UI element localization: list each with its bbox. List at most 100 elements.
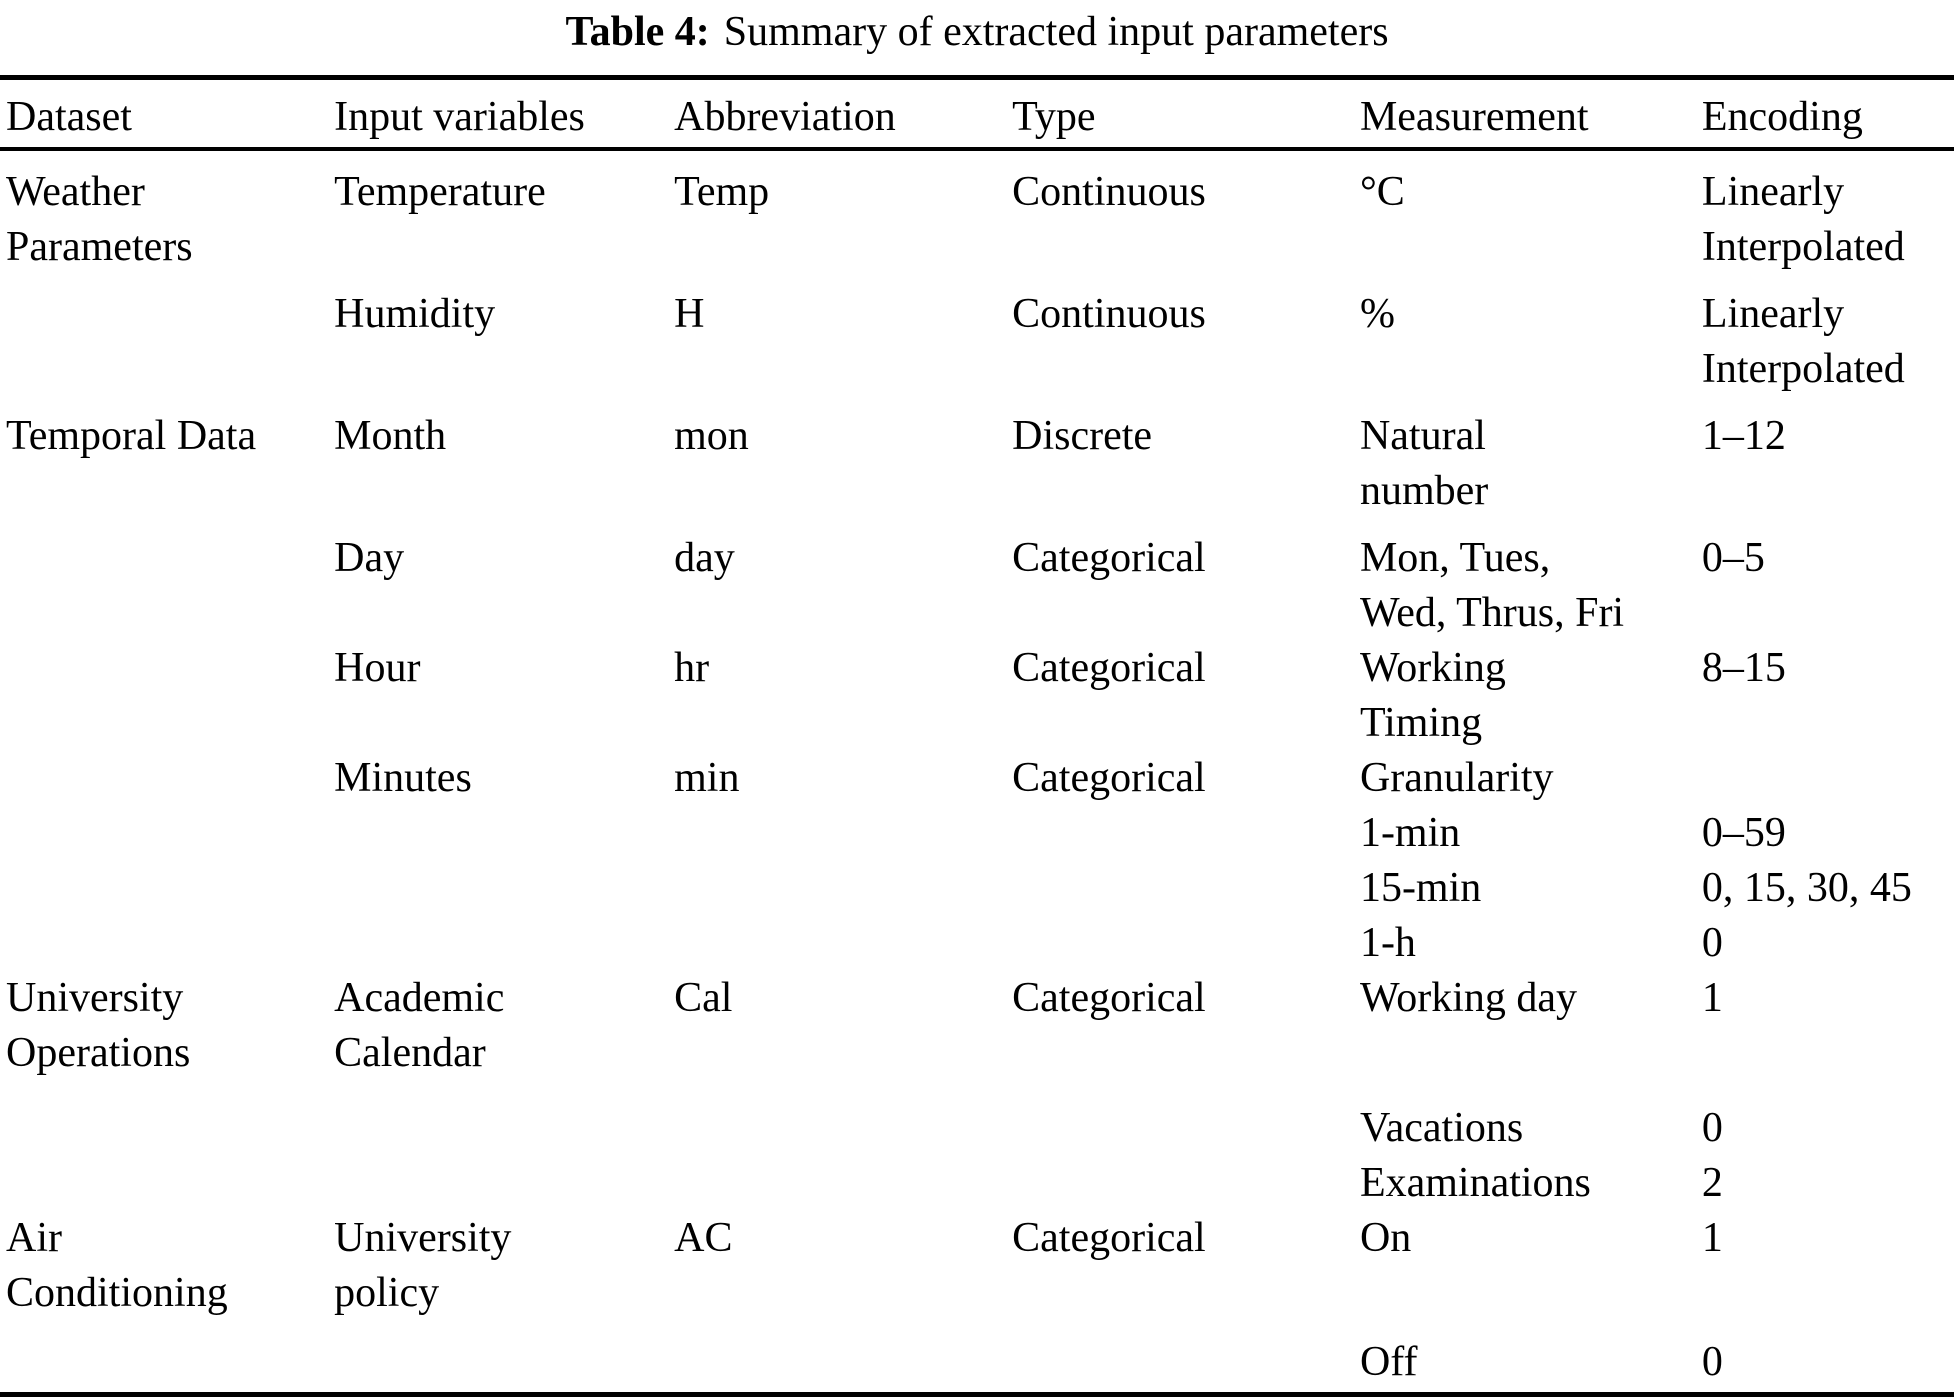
cell-variable: Minutes bbox=[334, 755, 472, 801]
cell-encoding bbox=[1702, 751, 1954, 806]
cell-measurement: Examinations bbox=[1359, 1160, 1591, 1206]
cell-variable bbox=[334, 1081, 674, 1156]
cell-encoding: 0–5 bbox=[1701, 535, 1765, 581]
cell-measurement: Working Timing bbox=[1359, 645, 1506, 746]
cell-encoding: 1–12 bbox=[1701, 413, 1786, 459]
header-dataset: Dataset bbox=[0, 77, 335, 151]
cell-abbreviation bbox=[674, 861, 1012, 916]
cell-variable bbox=[334, 1321, 674, 1395]
caption-title: Summary of extracted input parameters bbox=[723, 9, 1389, 55]
cell-variable bbox=[334, 916, 674, 971]
cell-variable: Academic Calendar bbox=[334, 975, 505, 1076]
cell-type: Categorical bbox=[1012, 535, 1206, 581]
cell-measurement: Mon, Tues, Wed, Thrus, Fri bbox=[1359, 535, 1625, 636]
cell-dataset bbox=[0, 1156, 334, 1211]
cell-variable: Temperature bbox=[334, 169, 546, 215]
cell-measurement: Natural number bbox=[1359, 413, 1489, 514]
table-row: Minutes min Categorical Granularity bbox=[0, 751, 1954, 806]
cell-dataset bbox=[0, 1321, 334, 1395]
cell-variable: Hour bbox=[334, 645, 421, 691]
cell-encoding: Linearly Interpolated bbox=[1701, 291, 1905, 392]
cell-encoding: 0 bbox=[1701, 920, 1723, 966]
cell-abbreviation: AC bbox=[674, 1215, 733, 1261]
table-row: Air Conditioning University policy AC Ca… bbox=[0, 1211, 1954, 1321]
cell-encoding: 8–15 bbox=[1701, 645, 1786, 691]
cell-type: Categorical bbox=[1012, 1215, 1206, 1261]
table-row: Examinations 2 bbox=[0, 1156, 1954, 1211]
cell-variable: Day bbox=[334, 535, 405, 581]
cell-type: Discrete bbox=[1012, 413, 1153, 459]
cell-measurement: % bbox=[1359, 291, 1395, 337]
cell-measurement: 15-min bbox=[1359, 865, 1482, 911]
cell-type: Categorical bbox=[1012, 645, 1206, 691]
cell-type: Categorical bbox=[1012, 975, 1206, 1021]
cell-variable bbox=[334, 1156, 674, 1211]
cell-abbreviation: min bbox=[674, 755, 740, 801]
cell-abbreviation: hr bbox=[674, 645, 710, 691]
cell-type bbox=[1012, 1156, 1360, 1211]
header-measurement: Measurement bbox=[1359, 77, 1702, 151]
cell-abbreviation: Temp bbox=[674, 169, 770, 215]
cell-type bbox=[1012, 1321, 1360, 1395]
header-encoding: Encoding bbox=[1701, 77, 1954, 151]
cell-abbreviation: mon bbox=[674, 413, 749, 459]
cell-encoding: 0, 15, 30, 45 bbox=[1701, 865, 1912, 911]
cell-dataset bbox=[0, 916, 334, 971]
table-row: Off 0 bbox=[0, 1321, 1954, 1395]
cell-measurement: Off bbox=[1359, 1339, 1418, 1385]
table-caption: Table 4: Summary of extracted input para… bbox=[0, 0, 1954, 75]
cell-dataset bbox=[0, 275, 334, 397]
cell-dataset bbox=[0, 1081, 334, 1156]
cell-measurement: °C bbox=[1359, 169, 1405, 215]
cell-type bbox=[1012, 806, 1360, 861]
table-row: Weather Parameters Temperature Temp Cont… bbox=[0, 149, 1954, 275]
table-row: 1-h 0 bbox=[0, 916, 1954, 971]
cell-abbreviation: day bbox=[674, 535, 735, 581]
table-row: University Operations Academic Calendar … bbox=[0, 971, 1954, 1081]
cell-encoding: 1 bbox=[1701, 1215, 1723, 1261]
cell-variable: University policy bbox=[334, 1215, 512, 1316]
cell-type: Continuous bbox=[1012, 291, 1206, 337]
cell-dataset bbox=[0, 641, 334, 751]
cell-type: Categorical bbox=[1012, 755, 1206, 801]
table-row: Humidity H Continuous % Linearly Interpo… bbox=[0, 275, 1954, 397]
data-table: Dataset Input variables Abbreviation Typ… bbox=[0, 75, 1954, 1397]
header-abbreviation: Abbreviation bbox=[674, 77, 1013, 151]
cell-encoding: 1 bbox=[1701, 975, 1723, 1021]
cell-measurement: 1-min bbox=[1359, 810, 1461, 856]
cell-measurement: Granularity bbox=[1359, 755, 1554, 801]
cell-abbreviation bbox=[674, 1081, 1012, 1156]
cell-encoding: 0 bbox=[1701, 1339, 1723, 1385]
table-row: Vacations 0 bbox=[0, 1081, 1954, 1156]
cell-encoding: 2 bbox=[1701, 1160, 1723, 1206]
table-row: Hour hr Categorical Working Timing 8–15 bbox=[0, 641, 1954, 751]
cell-dataset bbox=[0, 751, 334, 806]
cell-variable bbox=[334, 806, 674, 861]
cell-measurement: Vacations bbox=[1359, 1105, 1524, 1151]
table-row: 15-min 0, 15, 30, 45 bbox=[0, 861, 1954, 916]
cell-measurement: Working day bbox=[1359, 975, 1578, 1021]
caption-label: Table 4: bbox=[565, 9, 710, 55]
cell-dataset: Temporal Data bbox=[6, 413, 257, 459]
header-input-variables: Input variables bbox=[334, 77, 675, 151]
table-row: Day day Categorical Mon, Tues, Wed, Thru… bbox=[0, 519, 1954, 641]
cell-measurement: On bbox=[1359, 1215, 1412, 1261]
cell-variable: Humidity bbox=[334, 291, 496, 337]
cell-type: Continuous bbox=[1012, 169, 1206, 215]
cell-type bbox=[1012, 861, 1360, 916]
header-row: Dataset Input variables Abbreviation Typ… bbox=[0, 77, 1954, 151]
cell-dataset bbox=[0, 861, 334, 916]
cell-encoding: 0 bbox=[1701, 1105, 1723, 1151]
cell-dataset: University Operations bbox=[6, 975, 191, 1076]
cell-type bbox=[1012, 1081, 1360, 1156]
cell-type bbox=[1012, 916, 1360, 971]
cell-measurement: 1-h bbox=[1359, 920, 1416, 966]
cell-abbreviation bbox=[674, 1321, 1012, 1395]
cell-dataset: Air Conditioning bbox=[6, 1215, 228, 1316]
cell-abbreviation: H bbox=[674, 291, 705, 337]
header-type: Type bbox=[1012, 77, 1360, 151]
table-row: Temporal Data Month mon Discrete Natural… bbox=[0, 397, 1954, 519]
cell-variable bbox=[334, 861, 674, 916]
cell-encoding: Linearly Interpolated bbox=[1701, 169, 1905, 270]
cell-abbreviation bbox=[674, 1156, 1012, 1211]
